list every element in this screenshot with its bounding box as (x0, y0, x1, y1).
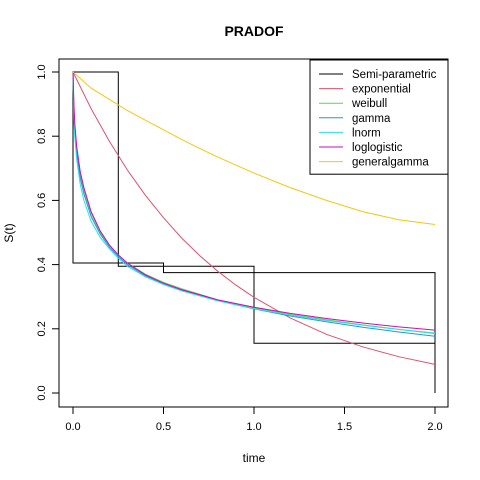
legend: Semi-parametric exponential weibull gamma ln… (309, 59, 449, 175)
legend-label-generalgamma: generalgamma (352, 157, 429, 169)
y-axis: 0.0 0.2 0.4 0.6 0.8 1.0 (36, 64, 60, 401)
series-line-loglogistic (72, 71, 436, 331)
legend-label-lnorm: lnorm (352, 127, 381, 139)
y-tick-label: 0.8 (36, 129, 48, 144)
legend-label-loglogistic: loglogistic (352, 142, 403, 154)
x-tick-label: 1.0 (246, 421, 261, 433)
y-tick-label: 0.2 (36, 321, 48, 336)
legend-label-semi-parametric: Semi-parametric (352, 69, 437, 81)
legend-label-gamma: gamma (352, 113, 391, 125)
x-tick-label: 1.5 (337, 421, 352, 433)
legend-label-weibull: weibull (351, 98, 387, 110)
series-line-gamma (72, 71, 436, 337)
legend-box (309, 59, 449, 175)
y-tick-label: 0.0 (36, 385, 48, 400)
y-axis-label: S(t) (2, 223, 16, 242)
y-tick-label: 1.0 (36, 64, 48, 79)
series-layer (72, 71, 436, 393)
y-tick-label: 0.4 (36, 257, 48, 272)
series-line-semi-parametric (72, 71, 436, 393)
chart-title: PRADOF (224, 23, 284, 39)
x-tick-label: 0.0 (65, 421, 80, 433)
x-axis-label: time (243, 451, 266, 465)
x-tick-label: 0.5 (156, 421, 171, 433)
legend-label-exponential: exponential (352, 84, 411, 96)
y-tick-label: 0.6 (36, 193, 48, 208)
series-line-generalgamma (72, 71, 436, 225)
x-axis: 0.0 0.5 1.0 1.5 2.0 (65, 406, 443, 433)
series-line-exponential (72, 71, 436, 365)
x-tick-label: 2.0 (427, 421, 442, 433)
series-line-lnorm (72, 71, 436, 334)
